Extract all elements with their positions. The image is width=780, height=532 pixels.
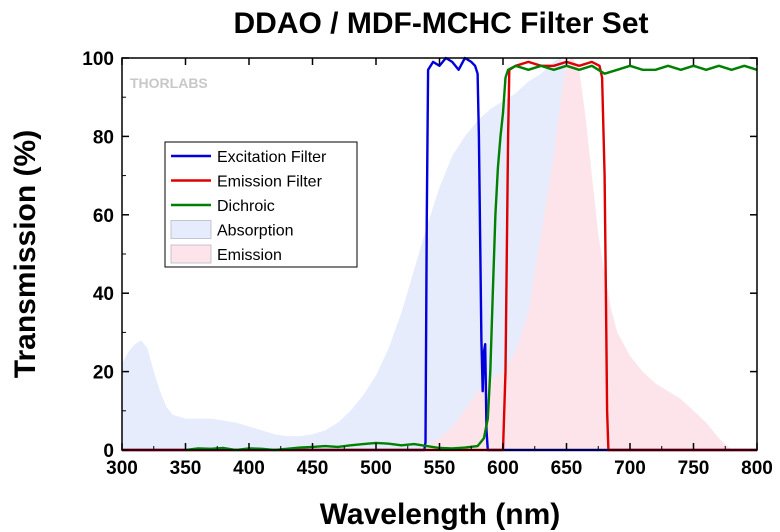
x-tick-label: 450 (297, 458, 329, 479)
x-axis-title: Wavelength (nm) (320, 498, 561, 531)
legend-label: Emission (217, 247, 282, 264)
thorlabs-watermark: THORLABS (130, 75, 208, 91)
x-tick-label: 800 (741, 458, 773, 479)
chart-title: DDAO / MDF-MCHC Filter Set (234, 7, 649, 40)
y-tick-label: 80 (93, 127, 114, 148)
x-tick-label: 350 (170, 458, 202, 479)
x-tick-label: 300 (106, 458, 138, 479)
series-area-emission (414, 58, 732, 450)
x-tick-label: 700 (614, 458, 646, 479)
y-tick-label: 60 (93, 206, 114, 227)
y-tick-label: 40 (93, 284, 114, 305)
legend: Excitation Filter Emission Filter Dichroic… (164, 141, 358, 268)
legend-label: Emission Filter (217, 174, 323, 191)
plot-area: 300 350 400 450 500 550 600 650 700 750 800 0 20 40 60… (82, 49, 773, 479)
x-tick-label: 600 (487, 458, 519, 479)
y-tick-label: 20 (93, 363, 114, 384)
x-tick-label: 750 (678, 458, 710, 479)
x-tick-label: 500 (360, 458, 392, 479)
y-axis-title: Transmission (%) (9, 130, 42, 378)
legend-label: Dichroic (217, 198, 275, 215)
x-tick-label: 650 (551, 458, 583, 479)
y-tick-label: 100 (82, 49, 114, 70)
legend-swatch-emission (170, 244, 212, 264)
x-tick-label: 550 (424, 458, 456, 479)
series-line-dichroic (185, 64, 758, 452)
series-line-excitation-filter (122, 56, 757, 452)
x-tick-label: 400 (233, 458, 265, 479)
legend-label: Excitation Filter (217, 149, 327, 166)
y-tick-label: 0 (103, 441, 114, 462)
legend-swatch-absorption (170, 220, 212, 239)
legend-label: Absorption (217, 223, 294, 240)
